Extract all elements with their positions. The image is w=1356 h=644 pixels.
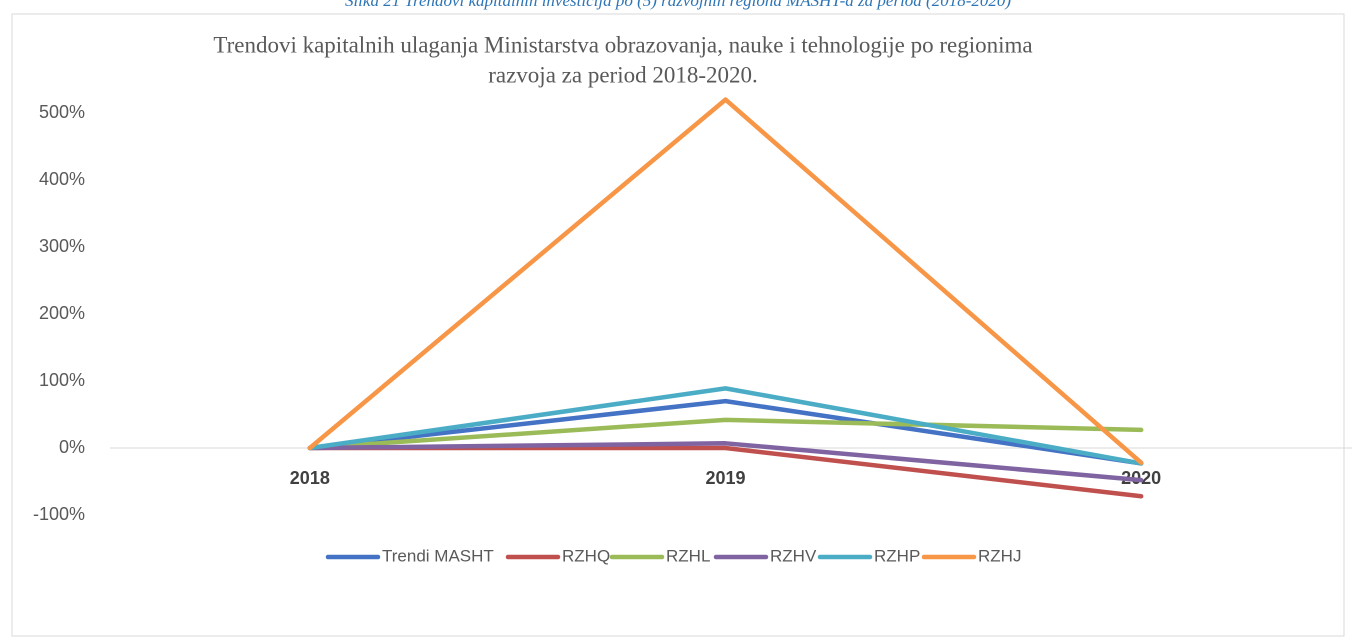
chart-border: [11, 13, 1345, 637]
legend-label: RZHP: [874, 546, 920, 565]
legend-label: RZHJ: [978, 546, 1021, 565]
y-tick-label: 500%: [39, 102, 85, 122]
x-tick-label: 2020: [1121, 468, 1161, 488]
y-tick-label: 300%: [39, 236, 85, 256]
line-series: [307, 441, 1144, 483]
y-tick-label: 400%: [39, 169, 85, 189]
legend-label: RZHL: [666, 546, 710, 565]
legend-label: Trendi MASHT: [382, 546, 494, 565]
legend-label: RZHV: [770, 546, 817, 565]
y-tick-label: -100%: [33, 504, 85, 524]
line-series: [307, 97, 1144, 465]
line-series: [307, 417, 1144, 451]
caption: Slika 21 Trendovi kapitalnih investicija…: [345, 0, 1011, 10]
x-tick-label: 2018: [290, 468, 330, 488]
line-series: [307, 398, 1144, 466]
chart-title: Trendovi kapitalnih ulaganja Ministarstv…: [213, 32, 1032, 57]
line-series: [307, 386, 1144, 466]
y-tick-label: 200%: [39, 303, 85, 323]
legend-label: RZHQ: [562, 546, 610, 565]
y-tick-label: 100%: [39, 370, 85, 390]
x-tick-label: 2019: [705, 468, 745, 488]
chart-title: razvoja za period 2018-2020.: [488, 62, 758, 87]
y-tick-label: 0%: [59, 437, 85, 457]
